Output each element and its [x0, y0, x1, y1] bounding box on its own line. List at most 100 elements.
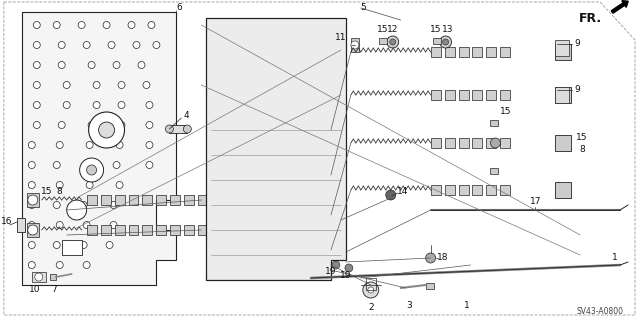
Text: 10: 10: [29, 286, 40, 294]
Circle shape: [153, 41, 160, 48]
Circle shape: [240, 67, 276, 103]
Circle shape: [106, 241, 113, 249]
Circle shape: [386, 190, 396, 200]
Circle shape: [261, 140, 271, 150]
Text: 19: 19: [340, 271, 351, 279]
Circle shape: [148, 21, 155, 28]
Text: 2: 2: [368, 302, 374, 311]
Circle shape: [332, 261, 340, 269]
Bar: [486, 185, 497, 195]
Bar: [458, 185, 468, 195]
Circle shape: [143, 81, 150, 88]
Bar: [445, 138, 454, 148]
Bar: [458, 138, 468, 148]
Circle shape: [83, 262, 90, 269]
Text: 15: 15: [430, 26, 442, 34]
Circle shape: [58, 122, 65, 129]
Bar: [129, 195, 138, 205]
Circle shape: [88, 112, 125, 148]
Circle shape: [33, 81, 40, 88]
Bar: [156, 225, 166, 235]
Bar: [27, 223, 39, 237]
Circle shape: [110, 202, 117, 209]
Circle shape: [118, 81, 125, 88]
Bar: [486, 47, 497, 57]
Bar: [445, 185, 454, 195]
Text: 13: 13: [442, 26, 453, 34]
Circle shape: [56, 262, 63, 269]
Polygon shape: [4, 2, 635, 315]
Circle shape: [254, 133, 278, 157]
Text: 1: 1: [463, 300, 469, 309]
Circle shape: [254, 193, 278, 217]
Bar: [17, 218, 25, 232]
Circle shape: [88, 62, 95, 69]
Circle shape: [108, 41, 115, 48]
Circle shape: [33, 21, 40, 28]
Circle shape: [93, 101, 100, 108]
Circle shape: [113, 62, 120, 69]
Bar: [445, 90, 454, 100]
Circle shape: [28, 225, 38, 235]
Circle shape: [63, 101, 70, 108]
Bar: [472, 47, 483, 57]
Circle shape: [254, 163, 278, 187]
Bar: [556, 87, 569, 103]
Text: 9: 9: [574, 85, 580, 94]
Text: 7: 7: [51, 286, 56, 294]
Circle shape: [99, 122, 115, 138]
Circle shape: [183, 125, 191, 133]
Circle shape: [387, 36, 399, 48]
Text: 8: 8: [579, 145, 585, 154]
Circle shape: [93, 81, 100, 88]
Text: 6: 6: [177, 4, 182, 12]
Circle shape: [351, 41, 359, 49]
Bar: [431, 185, 440, 195]
Circle shape: [116, 142, 123, 149]
Circle shape: [63, 81, 70, 88]
Text: 11: 11: [335, 33, 347, 42]
Text: FR.: FR.: [579, 11, 602, 25]
Circle shape: [146, 101, 153, 108]
Bar: [379, 38, 387, 44]
Circle shape: [363, 282, 379, 298]
Circle shape: [118, 101, 125, 108]
Circle shape: [28, 161, 35, 168]
Bar: [143, 225, 152, 235]
Bar: [170, 195, 180, 205]
Bar: [129, 225, 138, 235]
Text: 15: 15: [377, 26, 388, 34]
Circle shape: [298, 177, 304, 183]
Circle shape: [103, 21, 110, 28]
Bar: [170, 125, 188, 133]
Bar: [115, 195, 125, 205]
Circle shape: [254, 228, 278, 252]
Bar: [32, 272, 45, 282]
Circle shape: [146, 122, 153, 129]
Bar: [115, 225, 125, 235]
Circle shape: [211, 43, 255, 87]
Circle shape: [261, 235, 271, 245]
Bar: [86, 195, 97, 205]
Bar: [351, 38, 359, 52]
Bar: [184, 225, 195, 235]
Circle shape: [86, 165, 97, 175]
Bar: [472, 90, 483, 100]
Text: SV43-A0800: SV43-A0800: [577, 308, 623, 316]
Circle shape: [213, 147, 220, 153]
Circle shape: [440, 36, 452, 48]
Text: 19: 19: [325, 268, 337, 277]
Text: 18: 18: [437, 254, 449, 263]
Circle shape: [79, 158, 104, 182]
Circle shape: [426, 253, 436, 263]
Bar: [490, 120, 499, 126]
Polygon shape: [206, 18, 346, 280]
Bar: [100, 225, 111, 235]
Circle shape: [368, 287, 374, 293]
Circle shape: [67, 200, 86, 220]
Circle shape: [28, 142, 35, 149]
Circle shape: [116, 182, 123, 189]
Circle shape: [53, 202, 60, 209]
Bar: [431, 90, 440, 100]
Circle shape: [58, 41, 65, 48]
